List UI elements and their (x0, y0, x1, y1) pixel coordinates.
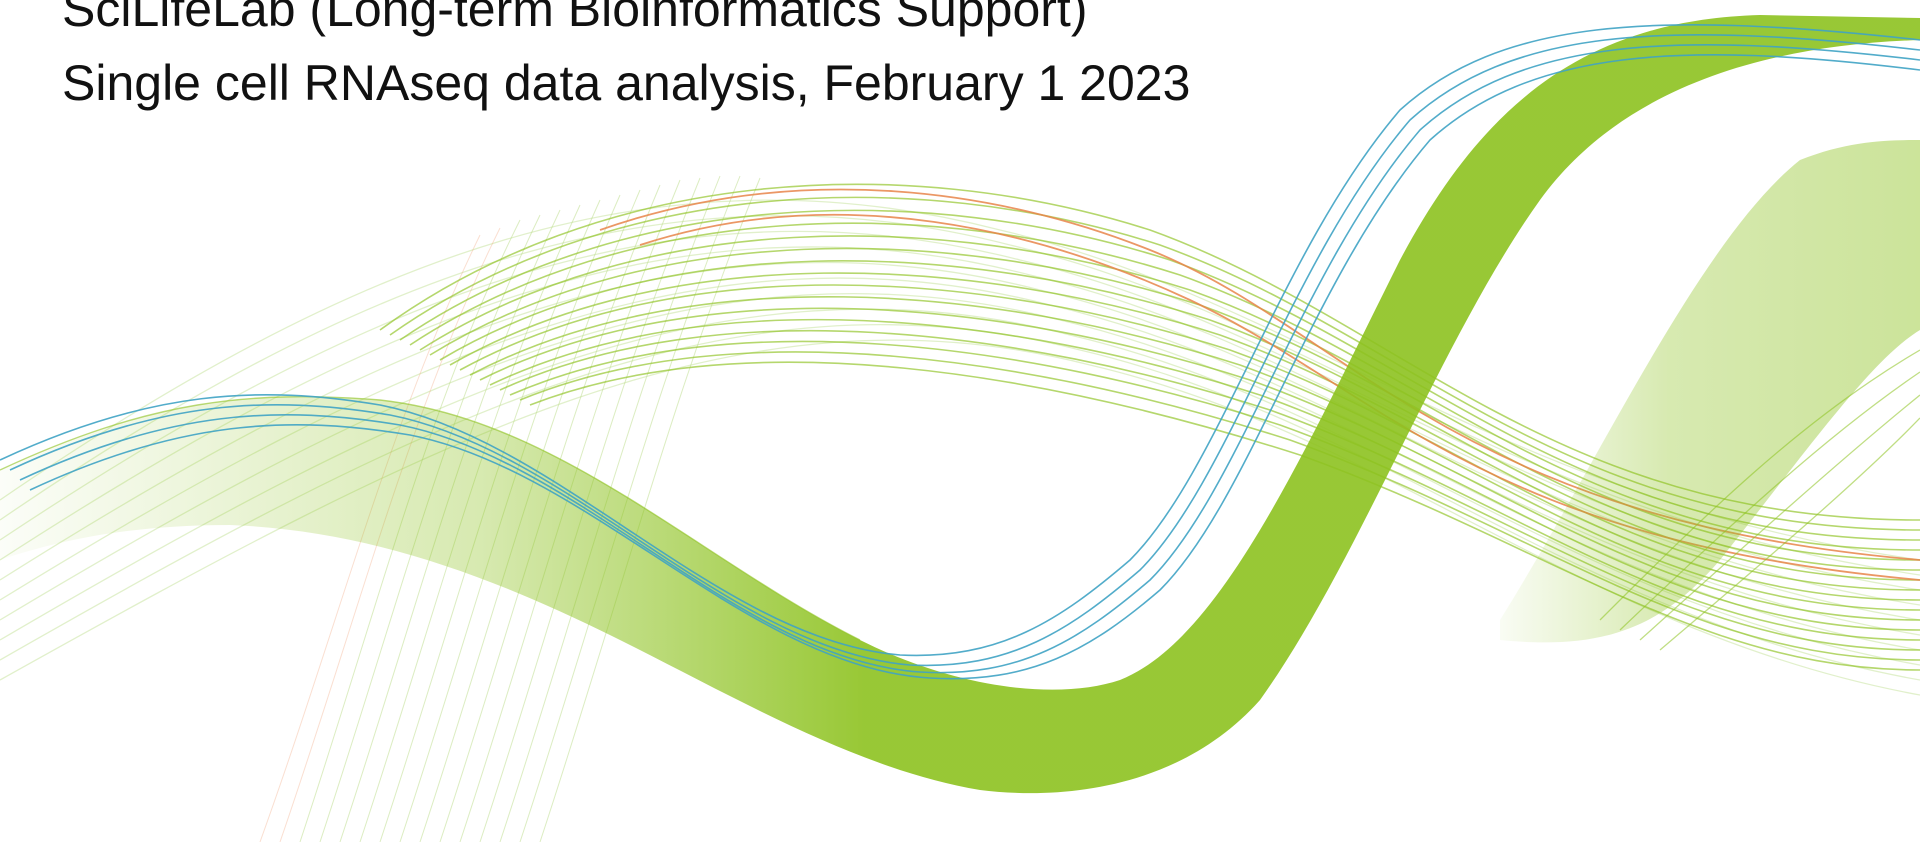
title-block: SciLifeLab (Long-term Bioinformatics Sup… (62, 0, 1190, 120)
organization-title: SciLifeLab (Long-term Bioinformatics Sup… (62, 0, 1088, 37)
main-green-ribbon (0, 15, 1920, 794)
right-thread-lines (1599, 349, 1920, 651)
right-faded-ribbon (1500, 140, 1920, 643)
blue-thread-lines (0, 24, 1920, 680)
course-subtitle: Single cell RNAseq data analysis, Februa… (62, 55, 1191, 111)
ribbon-left-edge (0, 396, 861, 641)
